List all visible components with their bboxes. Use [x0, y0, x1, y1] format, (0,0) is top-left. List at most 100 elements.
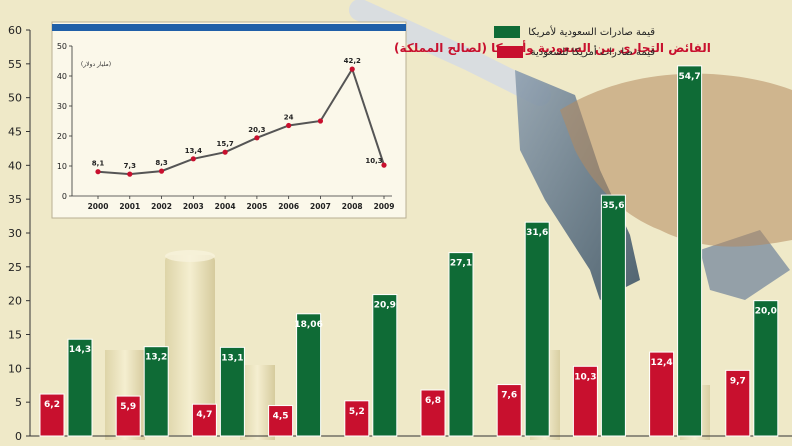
bar: [39, 393, 65, 437]
bar-value-label: 9,7: [730, 376, 746, 386]
bar: [572, 365, 598, 437]
inset-axes: 0 10 20 30 40 50 2000 2001 2002 2003 2004 2005 2006 2…: [57, 42, 395, 211]
inset-x-tick-label: 2008: [342, 202, 363, 211]
bar-value-label: 31,6: [526, 228, 548, 238]
y-tick-label: 25: [8, 261, 22, 274]
inset-data-point: [158, 168, 165, 174]
bar: [67, 338, 93, 437]
inset-data-point: [95, 169, 101, 175]
legend-item-sa-to-us: قيمة صادرات السعودية لأمريكا: [455, 22, 655, 42]
inset-data-label: 15,7: [216, 140, 233, 148]
bar-value-label: 18,06: [294, 320, 322, 330]
bar-value-label: 20,9: [374, 301, 396, 311]
inset-data-point: [254, 135, 260, 141]
bg-cylinder-1: [165, 255, 215, 435]
inset-x-tick-label: 2009: [374, 202, 395, 211]
bg-cylinder-1-top: [165, 250, 215, 262]
inset-data-label: 24: [284, 114, 294, 122]
inset-series-line: [97, 66, 385, 176]
bar: [649, 351, 675, 437]
main-bars: 14,3 13,2 13,1 18,06 20,9 27,1 31,6 35,6 54,7 20,…: [39, 65, 779, 437]
inset-top-bar: [52, 24, 406, 31]
y-tick-label: 55: [8, 58, 22, 71]
bar-value-label: 6,2: [44, 400, 60, 410]
inset-x-tick-label: 2003: [183, 202, 204, 211]
bar: [496, 384, 522, 437]
bar-value-label: 5,2: [349, 407, 365, 417]
y-tick-label: 0: [15, 430, 22, 443]
inset-x-tick-label: 2002: [151, 202, 172, 211]
inset-data-point: [381, 162, 387, 168]
bar: [725, 369, 751, 437]
bar: [344, 400, 370, 437]
y-tick-label: 35: [8, 193, 22, 206]
bar: [753, 300, 779, 437]
y-tick-label: 5: [15, 396, 22, 409]
inset-panel: [51, 21, 407, 219]
bar-value-label: 13,2: [145, 353, 167, 363]
inset-y-tick-label: 10: [57, 162, 67, 171]
inset-x-tick-label: 2001: [119, 202, 140, 211]
inset-x-tick-label: 2004: [215, 202, 236, 211]
bar: [296, 313, 322, 437]
fuel-nozzle-tip: [700, 230, 790, 300]
inset-data-label: 13,4: [185, 147, 202, 155]
bar-value-label: 7,6: [501, 391, 517, 401]
inset-chart: الفائض التجاري بين السعودية وأمريكا (لصا…: [51, 21, 711, 219]
inset-y-tick-label: 20: [57, 132, 67, 141]
inset-data-label: 42,2: [344, 57, 361, 65]
y-tick-label: 60: [8, 24, 22, 37]
bar-value-label: 5,9: [120, 402, 136, 412]
inset-title: الفائض التجاري بين السعودية وأمريكا (لصا…: [394, 40, 711, 56]
legend-item-us-to-sa: قيمة صادرات أمريكا للسعودية: [455, 42, 655, 62]
legend-swatch-us-to-sa: [496, 46, 523, 58]
y-tick-label: 10: [8, 362, 22, 375]
y-tick-label: 40: [8, 159, 22, 172]
y-tick-label: 50: [8, 92, 22, 105]
bar: [372, 294, 398, 437]
inset-data-label: 8,1: [92, 160, 105, 168]
bar-value-label: 6,8: [425, 396, 441, 406]
inset-data-point: [127, 171, 133, 177]
bar: [268, 405, 294, 437]
inset-y-tick-label: 50: [57, 42, 67, 51]
inset-x-tick-label: 2005: [246, 202, 267, 211]
bar-value-label: 12,4: [650, 358, 672, 368]
inset-data-point: [317, 118, 324, 124]
inset-x-tick-label: 2006: [278, 202, 299, 211]
legend: قيمة صادرات السعودية لأمريكا قيمة صادرات…: [455, 22, 655, 62]
inset-data-label: 7,3: [124, 162, 137, 170]
legend-label-us-to-sa: قيمة صادرات أمريكا للسعودية: [530, 46, 655, 58]
y-tick-label: 20: [8, 295, 22, 308]
bar: [219, 346, 245, 437]
inset-data-point: [222, 149, 228, 155]
bar-value-label: 13,1: [221, 353, 243, 363]
legend-swatch-sa-to-us: [494, 26, 521, 38]
bar: [191, 403, 217, 437]
bar: [143, 346, 169, 437]
bar: [115, 395, 141, 437]
y-tick-label: 30: [8, 227, 22, 240]
inset-data-label: 8,3: [155, 159, 168, 167]
inset-data-point: [190, 156, 196, 162]
bar: [677, 65, 703, 437]
inset-data-label: 10,3: [365, 157, 382, 165]
inset-data-point: [349, 66, 355, 72]
bar-value-label: 10,3: [574, 372, 596, 382]
bar-value-label: 35,6: [602, 201, 624, 211]
bar-value-label: 20,0: [755, 307, 777, 317]
inset-x-tick-label: 2007: [310, 202, 331, 211]
y-tick-label: 45: [8, 126, 22, 139]
bar-value-label: 4,7: [196, 410, 212, 420]
bar: [420, 389, 446, 437]
bar-value-label: 14,3: [69, 345, 91, 355]
inset-y-tick-label: 30: [57, 102, 67, 111]
inset-line-series: 8,1 7,3 8,3 13,4 15,7 20,3 24 42,2 10,3: [92, 57, 387, 177]
y-tick-label: 15: [8, 329, 22, 342]
inset-y-tick-label: 40: [57, 72, 67, 81]
inset-data-point: [286, 122, 292, 129]
bar-value-label: 54,7: [678, 72, 700, 82]
inset-x-tick-label: 2000: [88, 202, 109, 211]
inset-y-unit: (مليار دولار): [81, 61, 111, 68]
